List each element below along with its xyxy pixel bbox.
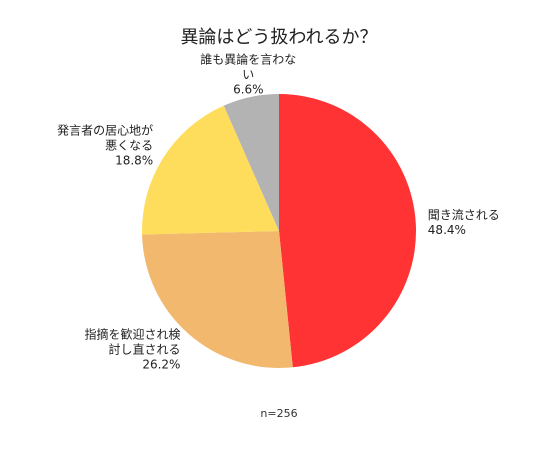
chart-title: 異論はどう扱われるか？ (180, 27, 377, 48)
value-label: 26.2% (142, 357, 181, 372)
category-label: 聞き流される (427, 208, 500, 222)
note: n=256 (260, 407, 297, 420)
slice-label: 指摘を歓迎され検討し直される 26.2% (76, 328, 180, 373)
pie-slice (279, 93, 417, 368)
slice-label: 誰も異論を言わない 6.6% (196, 53, 300, 98)
slice-label: 発言者の居心地が悪くなる 18.8% (49, 123, 153, 168)
value-label: 48.4% (427, 223, 466, 237)
category-label: 発言者の居心地が悪くなる (57, 123, 154, 153)
pie-slice (223, 94, 279, 231)
value-label: 6.6% (233, 82, 264, 97)
slice-label: 聞き流される 48.4% (428, 208, 532, 238)
category-label: 指摘を歓迎され検討し直される (84, 327, 181, 357)
pie-slice (141, 105, 279, 235)
value-label: 18.8% (115, 153, 154, 168)
pie-slice (142, 231, 293, 368)
category-label: 誰も異論を言わない (200, 52, 297, 82)
